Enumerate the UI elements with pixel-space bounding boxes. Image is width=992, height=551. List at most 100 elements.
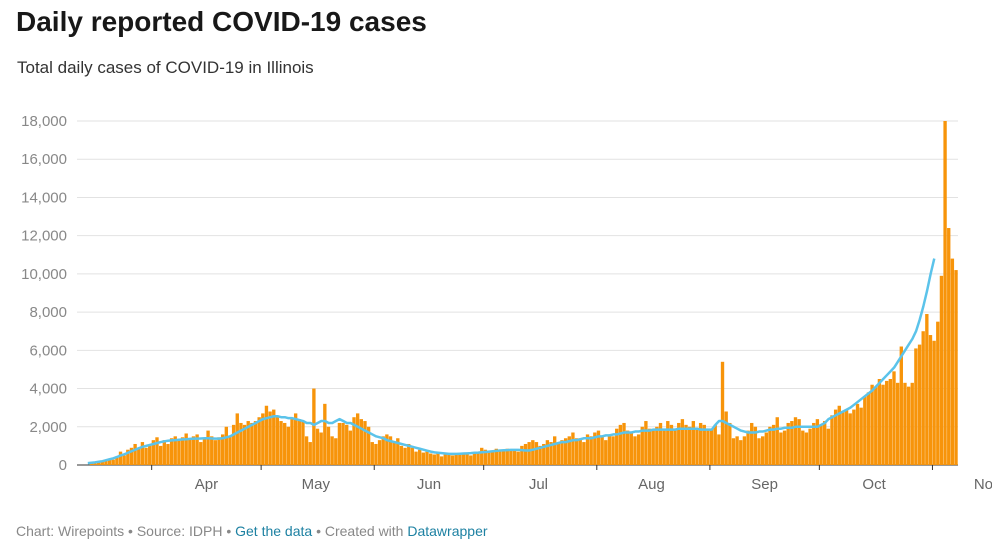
- bar: [666, 421, 670, 465]
- y-tick-label: 10,000: [21, 266, 67, 283]
- bar: [866, 392, 871, 465]
- bar: [239, 422, 243, 465]
- bar: [742, 436, 747, 465]
- bar: [939, 275, 944, 465]
- bar: [272, 409, 276, 465]
- bar: [636, 434, 641, 465]
- bar: [118, 451, 123, 465]
- bar: [323, 403, 327, 465]
- bar: [348, 430, 353, 465]
- bar: [399, 445, 404, 465]
- bar: [698, 422, 703, 465]
- bar: [158, 445, 163, 465]
- moving-average-line: [87, 258, 936, 465]
- bar: [231, 424, 236, 465]
- bar: [662, 430, 666, 465]
- bar: [89, 463, 94, 465]
- bar: [246, 421, 250, 465]
- bar: [425, 451, 429, 465]
- bar: [903, 382, 907, 465]
- bar: [706, 430, 710, 465]
- bar: [600, 436, 604, 465]
- bar: [768, 426, 772, 465]
- bar: [553, 436, 557, 465]
- bar: [129, 447, 134, 465]
- bar: [140, 442, 145, 465]
- bar: [709, 428, 714, 465]
- bar: [483, 449, 488, 465]
- bar: [542, 443, 546, 465]
- datawrapper-link[interactable]: Datawrapper: [407, 523, 488, 539]
- bar: [297, 419, 301, 465]
- x-tick-label: Jun: [417, 476, 441, 493]
- bar: [728, 422, 732, 465]
- bar: [534, 442, 539, 465]
- bar: [421, 452, 426, 465]
- bar: [804, 432, 809, 465]
- bar: [469, 455, 473, 465]
- bar: [567, 436, 571, 465]
- bar: [235, 413, 239, 465]
- bar: [677, 422, 681, 465]
- bar: [815, 419, 820, 465]
- bar: [151, 440, 156, 465]
- bar: [516, 451, 520, 465]
- bar: [261, 413, 265, 465]
- bar: [191, 436, 196, 465]
- bar: [702, 424, 706, 465]
- bar: [691, 421, 696, 465]
- bar: [166, 443, 170, 465]
- bar: [917, 344, 922, 465]
- bar: [184, 433, 188, 465]
- bar: [830, 415, 834, 465]
- bar: [498, 449, 502, 465]
- bar: [410, 447, 415, 465]
- bar: [775, 417, 779, 465]
- bar: [432, 454, 436, 465]
- bar: [906, 386, 911, 465]
- bar: [279, 421, 283, 465]
- bar: [480, 447, 484, 465]
- bar: [396, 438, 400, 465]
- bar: [169, 438, 174, 465]
- bar: [476, 451, 480, 465]
- bar: [275, 417, 280, 465]
- bar: [436, 452, 440, 465]
- bar: [585, 434, 590, 465]
- bar: [512, 450, 517, 465]
- bar: [330, 436, 334, 465]
- bar: [757, 438, 761, 465]
- bar: [629, 432, 633, 465]
- bar: [833, 409, 838, 465]
- bar: [385, 434, 389, 465]
- bar: [874, 386, 878, 465]
- bar: [104, 460, 108, 465]
- bar: [921, 331, 925, 465]
- bar: [647, 428, 652, 465]
- bar: [556, 443, 561, 465]
- bar: [403, 447, 407, 465]
- get-the-data-link[interactable]: Get the data: [235, 523, 313, 539]
- bar: [301, 421, 305, 465]
- bar: [407, 443, 411, 465]
- bar: [242, 424, 247, 465]
- bar: [589, 436, 593, 465]
- chart-subtitle: Total daily cases of COVID-19 in Illinoi…: [17, 58, 314, 77]
- bar: [779, 432, 783, 465]
- bar: [753, 426, 758, 465]
- bar: [625, 430, 630, 465]
- bar: [494, 448, 498, 465]
- bar: [304, 436, 309, 465]
- bar: [217, 437, 221, 465]
- bar: [144, 447, 148, 465]
- bar: [888, 379, 893, 465]
- bar: [669, 424, 674, 465]
- bar: [188, 439, 192, 465]
- bar: [651, 430, 655, 465]
- bar: [538, 445, 542, 465]
- bar: [746, 430, 750, 465]
- bar: [899, 346, 903, 465]
- bar: [793, 417, 798, 465]
- bar: [812, 422, 816, 465]
- bar: [615, 428, 619, 465]
